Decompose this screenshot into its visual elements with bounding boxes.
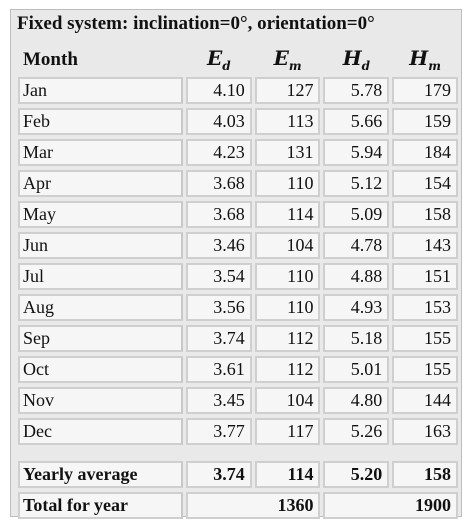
panel-title: Fixed system: inclination=0°, orientatio… bbox=[17, 13, 375, 34]
separator-cell bbox=[18, 449, 183, 457]
total-row: Total for year 1360 1900 bbox=[18, 492, 458, 519]
value-cell-ed: 4.23 bbox=[185, 139, 252, 166]
month-cell: Oct bbox=[18, 356, 183, 383]
value-cell-ed: 3.77 bbox=[185, 418, 252, 445]
value-cell-hm: 144 bbox=[392, 387, 458, 414]
month-cell: Jun bbox=[18, 232, 183, 259]
separator-cell bbox=[255, 449, 321, 457]
header-hm: Hm bbox=[409, 46, 441, 73]
table-row: May 3.68 114 5.09 158 bbox=[18, 201, 458, 228]
value-cell-ed: 3.68 bbox=[185, 170, 252, 197]
table-row: Nov 3.45 104 4.80 144 bbox=[18, 387, 458, 414]
value-cell-hm: 153 bbox=[392, 294, 458, 321]
value-cell-em: 114 bbox=[254, 201, 321, 228]
value-cell-hd: 4.78 bbox=[323, 232, 390, 259]
table-row: Feb 4.03 113 5.66 159 bbox=[18, 108, 458, 135]
value-cell-em: 127 bbox=[254, 77, 321, 104]
month-cell: Dec bbox=[18, 418, 183, 445]
table-row: Dec 3.77 117 5.26 163 bbox=[18, 418, 458, 445]
value-cell-hd: 5.18 bbox=[323, 325, 390, 352]
yearly-average-em: 114 bbox=[254, 461, 321, 488]
value-cell-hm: 158 bbox=[392, 201, 458, 228]
value-cell-hm: 163 bbox=[392, 418, 458, 445]
value-cell-hd: 4.93 bbox=[323, 294, 390, 321]
value-cell-em: 113 bbox=[254, 108, 321, 135]
value-cell-ed: 4.03 bbox=[185, 108, 252, 135]
yearly-average-row: Yearly average 3.74 114 5.20 158 bbox=[18, 461, 458, 488]
header-em: Em bbox=[273, 46, 302, 73]
monthly-table: Month Ed Em Hd Hm Jan 4.10 127 5.78 179 Feb 4.… bbox=[15, 42, 461, 523]
month-cell: Feb bbox=[18, 108, 183, 135]
value-cell-em: 112 bbox=[254, 356, 321, 383]
month-cell: Nov bbox=[18, 387, 183, 414]
yearly-average-hd: 5.20 bbox=[323, 461, 390, 488]
value-cell-em: 104 bbox=[254, 232, 321, 259]
table-row: Jul 3.54 110 4.88 151 bbox=[18, 263, 458, 290]
value-cell-em: 110 bbox=[254, 294, 321, 321]
value-cell-hd: 5.78 bbox=[323, 77, 390, 104]
value-cell-hd: 5.26 bbox=[323, 418, 390, 445]
value-cell-ed: 3.54 bbox=[185, 263, 252, 290]
yearly-average-label: Yearly average bbox=[18, 461, 183, 488]
value-cell-ed: 3.46 bbox=[185, 232, 252, 259]
total-label: Total for year bbox=[18, 492, 183, 519]
month-cell: Jul bbox=[18, 263, 183, 290]
value-cell-hm: 155 bbox=[392, 356, 458, 383]
value-cell-hd: 5.12 bbox=[323, 170, 390, 197]
value-cell-ed: 3.45 bbox=[185, 387, 252, 414]
month-cell: Aug bbox=[18, 294, 183, 321]
value-cell-ed: 4.10 bbox=[185, 77, 252, 104]
table-row: Sep 3.74 112 5.18 155 bbox=[18, 325, 458, 352]
month-cell: Sep bbox=[18, 325, 183, 352]
yearly-average-hm: 158 bbox=[392, 461, 458, 488]
table-body: Jan 4.10 127 5.78 179 Feb 4.03 113 5.66 159 Mar 4.2… bbox=[18, 77, 458, 519]
table-row: Jun 3.46 104 4.78 143 bbox=[18, 232, 458, 259]
value-cell-em: 117 bbox=[254, 418, 321, 445]
results-panel: Fixed system: inclination=0°, orientatio… bbox=[10, 9, 462, 519]
value-cell-em: 104 bbox=[254, 387, 321, 414]
table-row: Aug 3.56 110 4.93 153 bbox=[18, 294, 458, 321]
month-cell: Mar bbox=[18, 139, 183, 166]
value-cell-em: 110 bbox=[254, 170, 321, 197]
value-cell-em: 110 bbox=[254, 263, 321, 290]
value-cell-em: 112 bbox=[254, 325, 321, 352]
header-ed: Ed bbox=[207, 46, 231, 73]
value-cell-hm: 155 bbox=[392, 325, 458, 352]
value-cell-hd: 4.80 bbox=[323, 387, 390, 414]
month-cell: May bbox=[18, 201, 183, 228]
month-cell: Apr bbox=[18, 170, 183, 197]
value-cell-hd: 5.01 bbox=[323, 356, 390, 383]
value-cell-ed: 3.74 bbox=[185, 325, 252, 352]
separator-cell bbox=[186, 449, 252, 457]
total-hm: 1900 bbox=[323, 492, 458, 519]
value-cell-em: 131 bbox=[254, 139, 321, 166]
separator-cell bbox=[323, 449, 389, 457]
yearly-average-ed: 3.74 bbox=[185, 461, 252, 488]
header-month: Month bbox=[23, 48, 78, 70]
value-cell-hd: 5.09 bbox=[323, 201, 390, 228]
header-row: Month Ed Em Hd Hm bbox=[18, 46, 458, 73]
value-cell-ed: 3.68 bbox=[185, 201, 252, 228]
value-cell-hm: 159 bbox=[392, 108, 458, 135]
separator-row bbox=[18, 449, 458, 457]
table-row: Jan 4.10 127 5.78 179 bbox=[18, 77, 458, 104]
total-em: 1360 bbox=[185, 492, 321, 519]
value-cell-ed: 3.56 bbox=[185, 294, 252, 321]
value-cell-hm: 179 bbox=[392, 77, 458, 104]
table-row: Oct 3.61 112 5.01 155 bbox=[18, 356, 458, 383]
separator-cell bbox=[392, 449, 458, 457]
value-cell-ed: 3.61 bbox=[185, 356, 252, 383]
table-row: Mar 4.23 131 5.94 184 bbox=[18, 139, 458, 166]
value-cell-hm: 143 bbox=[392, 232, 458, 259]
value-cell-hm: 151 bbox=[392, 263, 458, 290]
month-cell: Jan bbox=[18, 77, 183, 104]
value-cell-hd: 5.66 bbox=[323, 108, 390, 135]
value-cell-hm: 184 bbox=[392, 139, 458, 166]
header-hd: Hd bbox=[342, 46, 370, 73]
value-cell-hm: 154 bbox=[392, 170, 458, 197]
value-cell-hd: 4.88 bbox=[323, 263, 390, 290]
value-cell-hd: 5.94 bbox=[323, 139, 390, 166]
table-row: Apr 3.68 110 5.12 154 bbox=[18, 170, 458, 197]
